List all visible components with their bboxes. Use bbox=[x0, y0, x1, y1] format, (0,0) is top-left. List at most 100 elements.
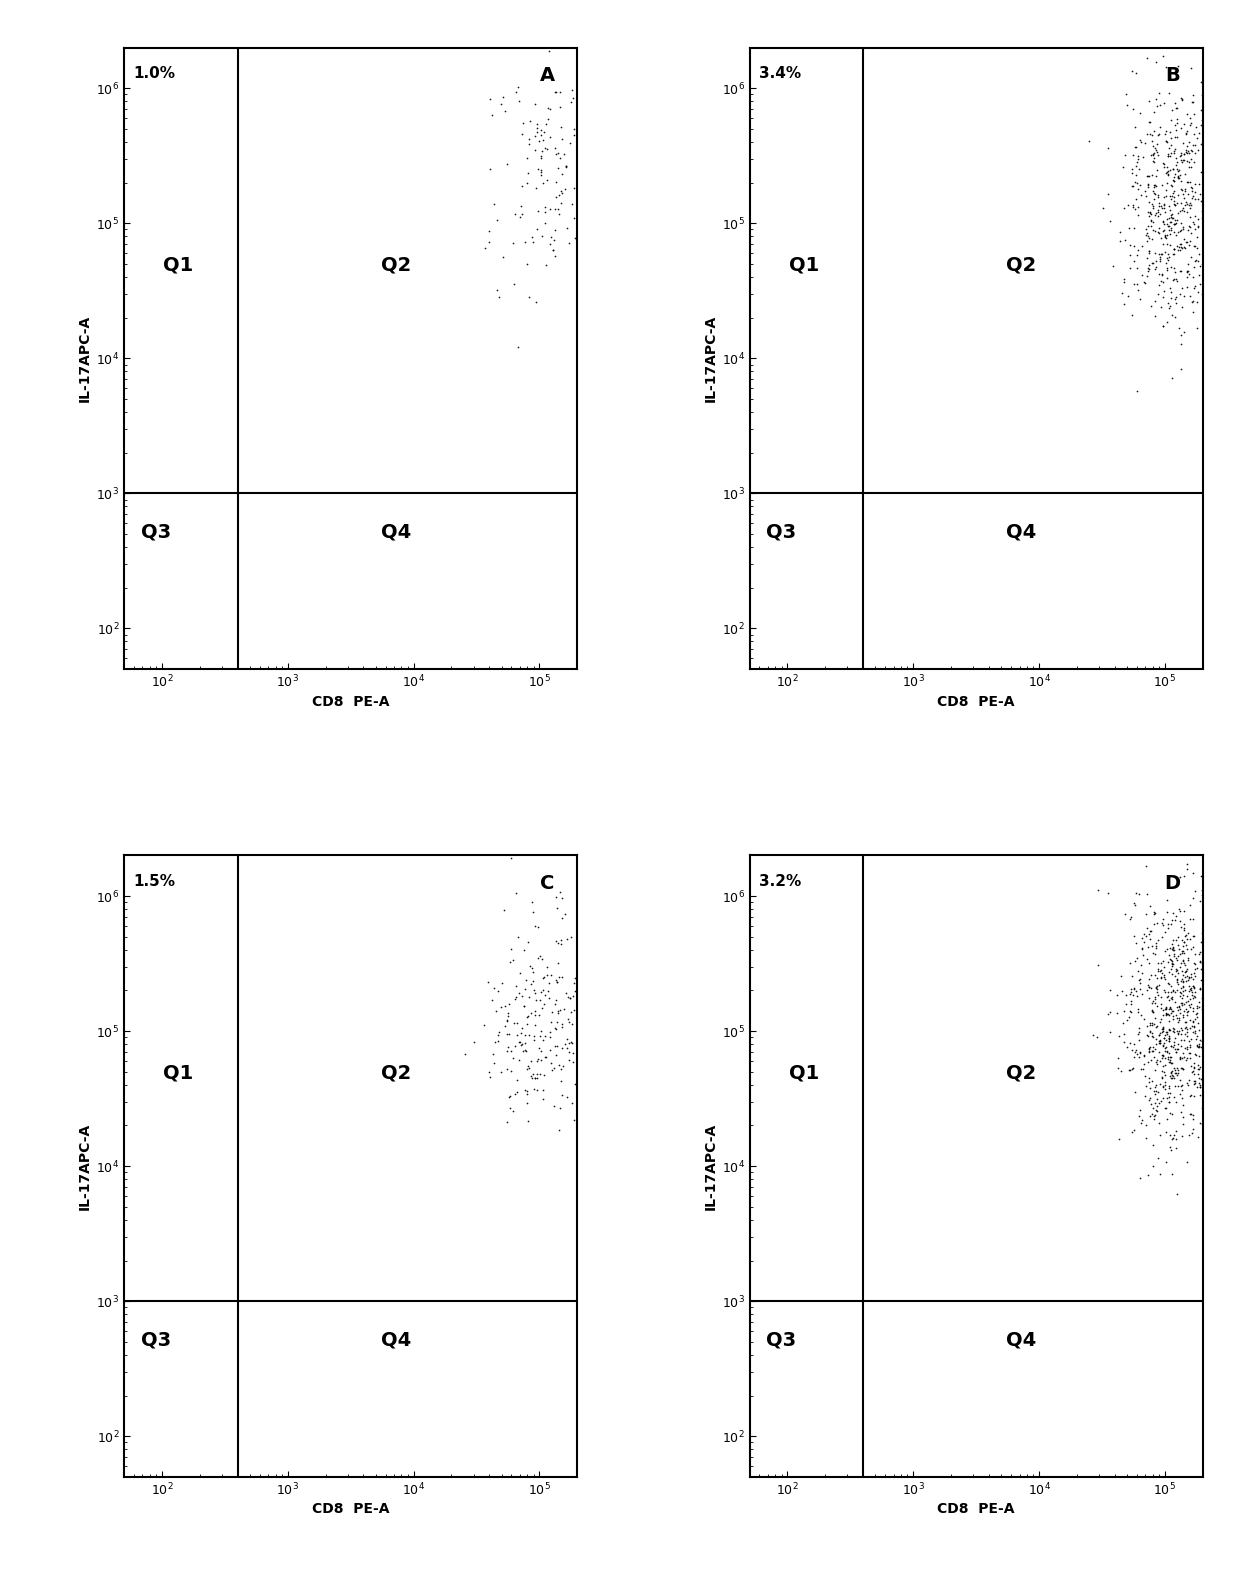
Point bbox=[1177, 1016, 1197, 1042]
Point bbox=[1148, 203, 1168, 229]
Point bbox=[1115, 902, 1135, 927]
Point bbox=[1154, 1024, 1174, 1050]
Point bbox=[1137, 164, 1157, 189]
Point bbox=[517, 1078, 537, 1104]
Point bbox=[1185, 1070, 1205, 1096]
Point bbox=[1172, 991, 1192, 1016]
Point bbox=[1143, 1105, 1163, 1131]
Point bbox=[1112, 978, 1132, 1004]
Point bbox=[1145, 141, 1164, 167]
Point bbox=[1156, 129, 1176, 154]
Point bbox=[508, 924, 528, 950]
Point bbox=[1164, 1016, 1184, 1042]
Point bbox=[1173, 1104, 1193, 1129]
Point bbox=[507, 973, 527, 999]
Point bbox=[523, 959, 543, 985]
Point bbox=[1159, 135, 1179, 160]
Point bbox=[1163, 935, 1183, 961]
Point bbox=[1164, 178, 1184, 203]
Point bbox=[1143, 141, 1163, 167]
Point bbox=[1145, 1037, 1164, 1062]
Point bbox=[489, 1019, 508, 1045]
Point bbox=[1154, 1024, 1174, 1050]
Point bbox=[517, 1005, 537, 1031]
Point bbox=[1183, 1010, 1203, 1035]
Point bbox=[1166, 956, 1185, 981]
Point bbox=[1171, 281, 1190, 306]
Point bbox=[518, 1053, 538, 1078]
Point bbox=[1143, 1034, 1163, 1059]
Point bbox=[1173, 927, 1193, 953]
Point bbox=[564, 970, 584, 996]
Point bbox=[1172, 259, 1192, 284]
Point bbox=[1183, 994, 1203, 1019]
Point bbox=[497, 1039, 517, 1064]
Point bbox=[1185, 1042, 1205, 1067]
Point bbox=[1125, 1040, 1145, 1066]
Point bbox=[1182, 1102, 1202, 1127]
Point bbox=[1154, 1031, 1174, 1056]
Point bbox=[1169, 942, 1189, 967]
Point bbox=[1172, 1045, 1192, 1070]
Point bbox=[1151, 966, 1171, 991]
Point bbox=[522, 1061, 542, 1086]
Point bbox=[1140, 238, 1159, 264]
Point bbox=[1189, 1018, 1209, 1043]
Point bbox=[1152, 1019, 1172, 1045]
Point bbox=[1158, 950, 1178, 975]
Point bbox=[1178, 119, 1198, 145]
Point bbox=[1118, 1058, 1138, 1083]
Point bbox=[1185, 1027, 1205, 1053]
Point bbox=[1161, 218, 1180, 243]
Point bbox=[1167, 284, 1187, 310]
Point bbox=[1152, 996, 1172, 1021]
Text: B: B bbox=[1166, 67, 1180, 86]
Point bbox=[1143, 1024, 1163, 1050]
Point bbox=[1127, 186, 1147, 211]
Point bbox=[1168, 1008, 1188, 1034]
Point bbox=[527, 1061, 547, 1086]
X-axis label: CD8  PE-A: CD8 PE-A bbox=[312, 1502, 389, 1517]
Point bbox=[1128, 176, 1148, 202]
Point bbox=[1157, 1000, 1177, 1026]
Point bbox=[1179, 964, 1199, 989]
Point bbox=[1180, 203, 1200, 229]
Point bbox=[1183, 1116, 1203, 1142]
Point bbox=[1177, 1070, 1197, 1096]
Point bbox=[1140, 986, 1159, 1012]
Point bbox=[1180, 994, 1200, 1019]
Point bbox=[1146, 1013, 1166, 1039]
Point bbox=[528, 157, 548, 183]
Point bbox=[1147, 1099, 1167, 1124]
Point bbox=[1125, 168, 1145, 194]
Point bbox=[531, 1048, 551, 1073]
Point bbox=[501, 1039, 521, 1064]
Point bbox=[1123, 1056, 1143, 1081]
Point bbox=[1112, 279, 1132, 305]
Point bbox=[1145, 912, 1164, 937]
Point bbox=[1174, 999, 1194, 1024]
Point bbox=[1176, 959, 1195, 985]
Point bbox=[1173, 934, 1193, 959]
Point bbox=[1158, 162, 1178, 187]
Point bbox=[1159, 1027, 1179, 1053]
Point bbox=[497, 1007, 517, 1032]
Point bbox=[1187, 248, 1207, 273]
Point bbox=[1157, 211, 1177, 237]
Point bbox=[562, 1012, 582, 1037]
Point bbox=[1161, 1066, 1180, 1091]
Point bbox=[1141, 975, 1161, 1000]
Point bbox=[1185, 141, 1205, 167]
Point bbox=[1168, 157, 1188, 183]
Point bbox=[1192, 996, 1211, 1021]
Point bbox=[1163, 927, 1183, 953]
Point bbox=[562, 1029, 582, 1054]
Point bbox=[1152, 1045, 1172, 1070]
Point bbox=[1172, 218, 1192, 243]
Point bbox=[1193, 1032, 1213, 1058]
Point bbox=[497, 1021, 517, 1046]
Point bbox=[1177, 989, 1197, 1015]
Point bbox=[1156, 183, 1176, 208]
Point bbox=[549, 79, 569, 105]
Point bbox=[1174, 235, 1194, 260]
